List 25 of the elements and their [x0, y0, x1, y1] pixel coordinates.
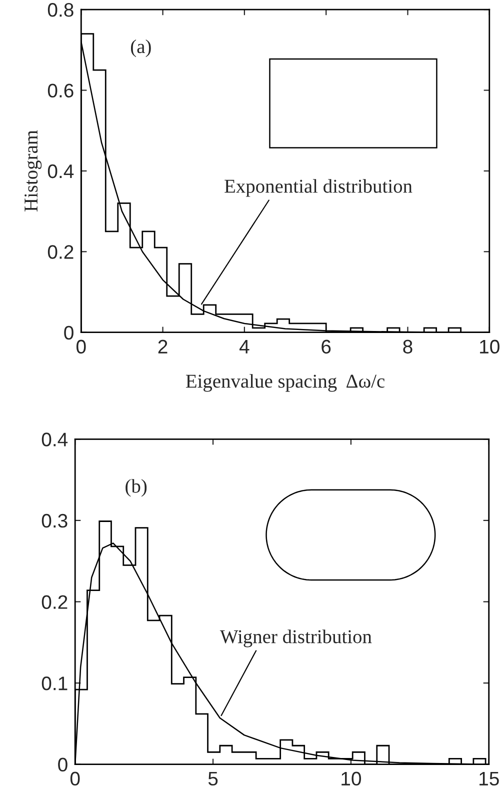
y-tick-label: 0.4: [42, 432, 68, 446]
y-tick-label: 0.2: [48, 245, 74, 259]
x-tick-label: 10: [480, 340, 500, 354]
annotation: Wigner distribution: [220, 630, 372, 648]
y-tick-label: 0.2: [42, 595, 68, 609]
x-tick-label: 6: [322, 340, 331, 354]
x-tick-label: 0: [76, 340, 86, 354]
annotation: Exponential distribution: [224, 179, 412, 197]
x-tick-label: 5: [208, 772, 218, 786]
x-tick-label: 10: [342, 772, 362, 786]
y-tick-label: 0.4: [48, 164, 74, 178]
x-tick-label: 15: [480, 772, 499, 786]
x-tick-label: 8: [403, 340, 412, 354]
y-axis-title: Histogram: [24, 130, 42, 212]
x-tick-label: 4: [239, 340, 250, 354]
y-tick-label: 0.3: [42, 514, 68, 528]
y-tick-label: 0.6: [48, 84, 74, 98]
x-tick-label: 2: [158, 340, 168, 354]
x-axis-title: Eigenvalue spacing Δω/c: [186, 374, 385, 392]
y-tick-label: 0: [58, 758, 68, 772]
annotation: (b): [126, 479, 147, 497]
y-tick-label: 0.8: [48, 3, 74, 17]
y-tick-label: 0.1: [42, 676, 68, 690]
y-tick-label: 0: [64, 326, 74, 340]
annotation: (a): [130, 39, 151, 58]
